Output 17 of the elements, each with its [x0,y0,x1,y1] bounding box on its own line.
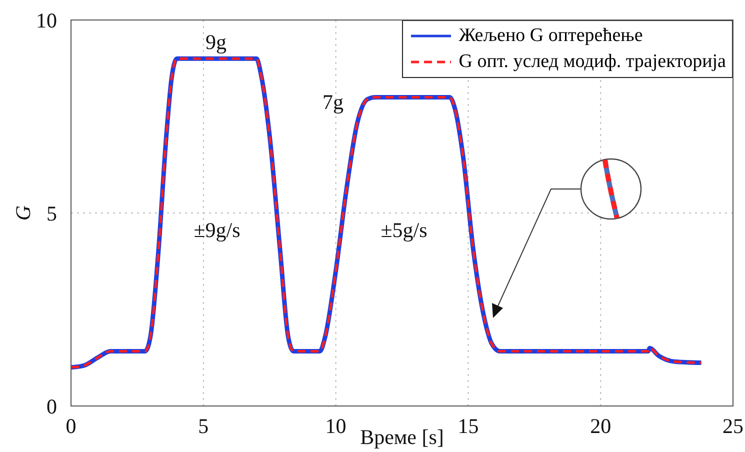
x-tick-label: 5 [198,414,209,438]
x-tick-label: 10 [325,414,346,438]
x-tick-label: 25 [722,414,744,438]
annotation: 9g [206,30,227,54]
x-tick-label: 0 [66,414,76,438]
annotation: ±5g/s [380,218,428,242]
y-axis-title: G [11,205,35,221]
legend-label: G опт. услед модиф. трајекторија [458,50,726,74]
x-axis-title: Време [s] [360,425,444,449]
y-tick-label: 10 [36,8,57,32]
x-tick-label: 15 [458,414,479,438]
annotation: ±9g/s [194,218,240,242]
y-tick-label: 5 [46,201,57,226]
x-tick-label: 20 [590,414,612,438]
y-tick-label: 0 [46,394,57,418]
annotation: 7g [322,90,344,114]
legend-label: Жељено G оптерећење [458,24,643,48]
